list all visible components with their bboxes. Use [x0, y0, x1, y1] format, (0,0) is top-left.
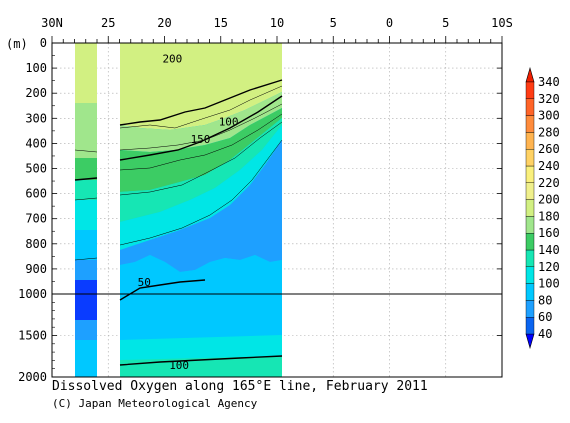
oxygen-field-block-north — [75, 43, 97, 377]
colorbar-label: 300 — [538, 109, 560, 123]
colorbar-label: 140 — [538, 243, 560, 257]
colorbar-swatch — [525, 317, 535, 335]
contour-label: 150 — [191, 133, 211, 146]
colorbar-swatch — [525, 249, 535, 267]
oxygen-field-block-south — [120, 43, 282, 377]
colorbar-min-arrow — [525, 333, 535, 350]
x-tick-label: 10S — [491, 16, 513, 30]
y-tick-label: 400 — [25, 136, 47, 150]
contour-label: 50 — [138, 276, 151, 289]
contour-lines-major — [74, 79, 283, 366]
chart-caption: Dissolved Oxygen along 165°E line, Febru… — [52, 379, 428, 394]
colorbar-label: 160 — [538, 226, 560, 240]
contour-label: 100 — [219, 115, 239, 128]
y-tick-label: 1000 — [18, 287, 47, 301]
colorbar-label: 60 — [538, 310, 552, 324]
y-tick-label: 800 — [25, 237, 47, 251]
colorbar-swatch — [525, 232, 535, 251]
colorbar-label: 280 — [538, 125, 560, 139]
colorbar-swatch — [525, 115, 535, 133]
y-tick-label: 2000 — [18, 370, 47, 384]
contour-labels: 200 100 150 50 100 — [138, 53, 239, 372]
x-axis: 30N 25 20 15 10 5 0 5 10S — [41, 16, 513, 43]
colorbar-label: 260 — [538, 142, 560, 156]
colorbar-label: 220 — [538, 176, 560, 190]
x-tick-label: 10 — [270, 16, 284, 30]
y-unit-label: (m) — [6, 37, 28, 51]
x-tick-label: 0 — [386, 16, 393, 30]
colorbar-swatch — [525, 148, 535, 167]
colorbar-label: 240 — [538, 159, 560, 173]
y-tick-label: 300 — [25, 111, 47, 125]
y-tick-label: 100 — [25, 61, 47, 75]
x-tick-label: 20 — [157, 16, 171, 30]
colorbar-swatch — [525, 165, 535, 183]
colorbar: 40 60 80 100 120 140 160 180 200 220 240 260 280 300 3… — [525, 66, 560, 350]
colorbar-label: 180 — [538, 209, 560, 223]
colorbar-label: 320 — [538, 92, 560, 106]
y-tick-label: 600 — [25, 187, 47, 201]
y-tick-label: 500 — [25, 162, 47, 176]
colorbar-label: 40 — [538, 327, 552, 341]
colorbar-label: 340 — [538, 75, 560, 89]
colorbar-swatch — [525, 182, 535, 200]
x-tick-label: 5 — [330, 16, 337, 30]
x-tick-label: 15 — [214, 16, 228, 30]
y-tick-label: 0 — [40, 36, 47, 50]
y-tick-label: 1500 — [18, 329, 47, 343]
y-tick-label: 200 — [25, 86, 47, 100]
colorbar-max-arrow — [525, 66, 535, 83]
y-tick-label: 900 — [25, 262, 47, 276]
x-tick-label: 5 — [442, 16, 449, 30]
colorbar-swatch — [525, 216, 535, 234]
x-tick-label: 25 — [101, 16, 115, 30]
colorbar-label: 200 — [538, 193, 560, 207]
colorbar-swatch — [525, 81, 535, 99]
colorbar-swatch — [525, 266, 535, 284]
colorbar-swatch — [525, 199, 535, 217]
colorbar-swatch — [525, 300, 535, 318]
colorbar-swatch — [525, 283, 535, 301]
y-axis: 0 100 200 300 400 500 600 700 800 900 1000 1500 2000 — [18, 36, 502, 384]
x-tick-label: 30N — [41, 16, 63, 30]
colorbar-label: 120 — [538, 260, 560, 274]
agency-credit: (C) Japan Meteorological Agency — [52, 397, 258, 410]
colorbar-swatch — [525, 132, 535, 150]
colorbar-label: 80 — [538, 293, 552, 307]
y-tick-label: 700 — [25, 212, 47, 226]
colorbar-swatch — [525, 98, 535, 116]
contour-label: 200 — [162, 53, 182, 66]
colorbar-label: 100 — [538, 277, 560, 291]
contour-label: 100 — [169, 359, 189, 372]
